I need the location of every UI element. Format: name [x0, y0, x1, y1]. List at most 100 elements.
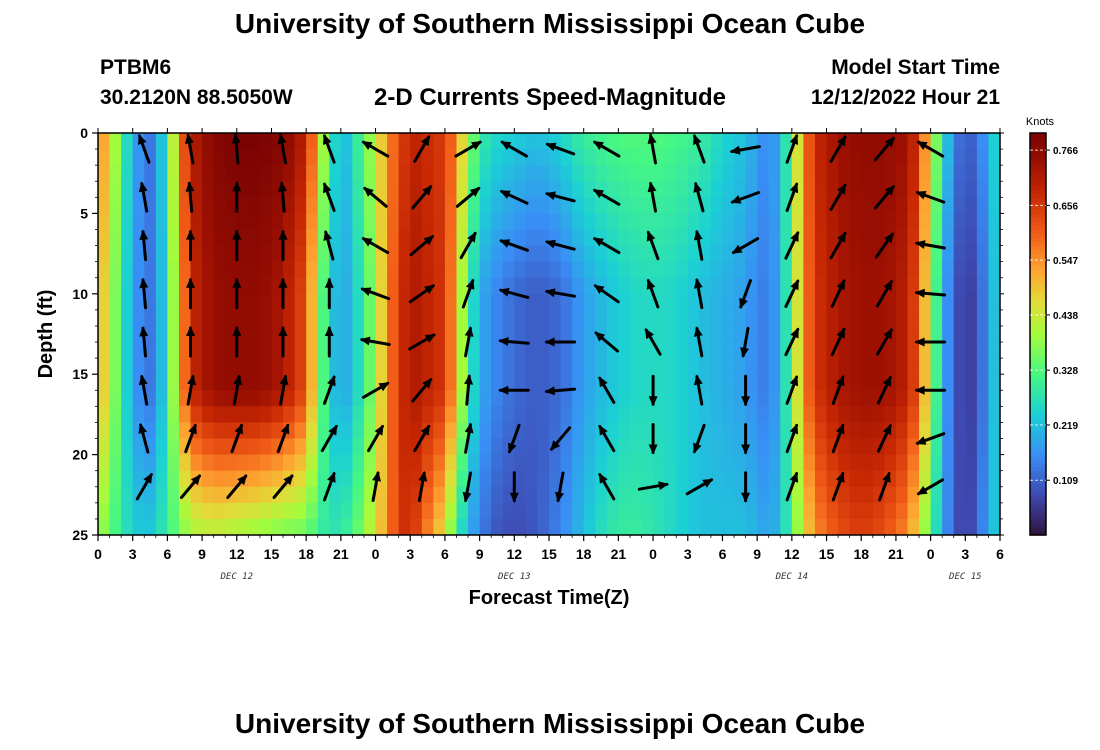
heatmap-cell [410, 358, 423, 375]
heatmap-cell [699, 213, 712, 231]
colorbar-segment [1030, 325, 1046, 331]
heatmap-cell [121, 438, 134, 456]
heatmap-cell [433, 213, 446, 231]
x-tick-label: 6 [441, 546, 449, 562]
colorbar-segment [1030, 177, 1046, 182]
heatmap-cell [340, 438, 354, 456]
arrow-head [462, 491, 472, 503]
heatmap-cell [965, 374, 978, 391]
heatmap-cell [190, 229, 203, 247]
heatmap-cell [283, 293, 296, 311]
heatmap-cell [167, 277, 180, 295]
colorbar-segment [1030, 358, 1046, 363]
heatmap-cell [976, 293, 990, 311]
heatmap-cell [965, 213, 978, 231]
heatmap-cell [167, 518, 180, 535]
heatmap-cell [410, 406, 423, 424]
heatmap-cell [664, 325, 677, 343]
heatmap-cell [965, 470, 978, 488]
heatmap-cell [537, 309, 550, 327]
heatmap-cell [202, 133, 215, 150]
heatmap-cell [976, 406, 990, 424]
heatmap-cell [213, 245, 226, 263]
heatmap-cell [98, 422, 111, 440]
heatmap-cell [317, 374, 330, 391]
heatmap-cell [734, 181, 747, 198]
current-arrow [740, 326, 750, 358]
x-tick-label: 0 [372, 546, 380, 562]
heatmap-cell [306, 181, 319, 198]
heatmap-cell [930, 309, 943, 327]
current-arrow [785, 182, 799, 212]
heatmap-cell [213, 454, 226, 472]
heatmap-cell [306, 502, 319, 520]
heatmap-cell [629, 502, 643, 520]
heatmap-cell [814, 502, 828, 520]
heatmap-cell [583, 502, 596, 520]
heatmap-cell [687, 197, 700, 214]
heatmap-cell [363, 358, 377, 375]
heatmap-cell [722, 422, 735, 440]
heatmap-cell [248, 342, 261, 359]
heatmap-cell [410, 454, 423, 472]
heatmap-cell [722, 325, 735, 343]
heatmap-cell [248, 438, 261, 456]
heatmap-cell [155, 342, 168, 359]
heatmap-cell [768, 213, 781, 231]
heatmap-cell [849, 197, 862, 214]
current-arrow [831, 423, 845, 454]
current-arrow [138, 374, 149, 406]
heatmap-cell [98, 261, 111, 279]
heatmap-cell [178, 358, 192, 375]
heatmap-cell [202, 390, 215, 407]
current-arrow [693, 181, 705, 213]
heatmap-cell [213, 277, 226, 295]
current-arrow [138, 423, 150, 454]
heatmap-cell [537, 213, 550, 231]
heatmap-cell [352, 390, 365, 407]
heatmap-cell [121, 502, 134, 520]
heatmap-cell [734, 213, 747, 231]
heatmap-cell [537, 261, 550, 279]
heatmap-cell [109, 149, 122, 166]
heatmap-cell [595, 486, 608, 504]
heatmap-cell [710, 486, 724, 504]
heatmap-cell [433, 342, 446, 359]
footer-title: University of Southern Mississippi Ocean… [234, 708, 866, 739]
heatmap-cell [884, 197, 897, 214]
arrow-head [234, 423, 243, 435]
heatmap-cell [236, 181, 249, 198]
heatmap-cell [722, 197, 735, 214]
heatmap-cell [225, 165, 238, 182]
heatmap-cell [502, 149, 515, 166]
heatmap-cell [317, 165, 330, 182]
heatmap-cell [745, 133, 758, 150]
current-arrow [878, 471, 891, 502]
colorbar-segment [1030, 338, 1046, 343]
heatmap-cell [155, 454, 168, 472]
arrow-head [658, 481, 669, 491]
heatmap-cell [872, 213, 885, 231]
heatmap-cell [583, 245, 596, 263]
heatmap-cell [664, 406, 677, 424]
heatmap-cell [283, 486, 296, 504]
station-coordinates: 30.2120N 88.5050W [100, 86, 293, 109]
heatmap-cell [641, 438, 654, 456]
heatmap-cell [618, 245, 631, 263]
heatmap-cell [306, 374, 319, 391]
heatmap-cell [803, 165, 816, 182]
heatmap-cell [271, 374, 284, 391]
colorbar-segment [1030, 450, 1046, 456]
heatmap-cell [537, 438, 550, 456]
heatmap-cell [699, 325, 712, 343]
heatmap-cell [780, 181, 793, 198]
heatmap-cell [514, 325, 527, 343]
heatmap-cell [618, 406, 631, 424]
colorbar-segment [1030, 334, 1046, 339]
heatmap-cell [363, 149, 377, 166]
heatmap-cell [167, 406, 180, 424]
heatmap-cell [340, 406, 354, 424]
heatmap-cell [259, 358, 273, 375]
heatmap-cell [132, 197, 145, 214]
heatmap-cell [109, 181, 122, 198]
